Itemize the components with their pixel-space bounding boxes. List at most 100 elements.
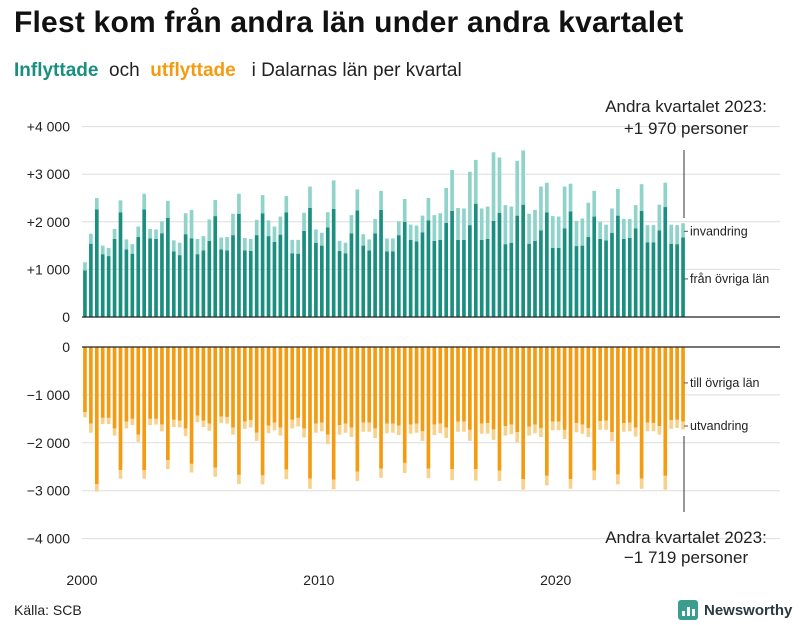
bar-utvandring [308, 478, 312, 489]
bar-invandring [592, 190, 597, 217]
bar-utvandring [290, 419, 295, 429]
bar-invandring [568, 183, 573, 212]
bar-fran-ovriga-lan [574, 246, 579, 317]
bar-fran-ovriga-lan [645, 242, 650, 317]
bar-utvandring [491, 429, 496, 440]
bar-till-ovriga-lan [515, 347, 520, 433]
bar-till-ovriga-lan [527, 347, 531, 427]
bar-till-ovriga-lan [166, 347, 170, 461]
bar-utvandring [539, 427, 543, 438]
bar-till-ovriga-lan [319, 347, 324, 423]
bar-utvandring [645, 422, 650, 432]
bar-fran-ovriga-lan [272, 241, 277, 317]
bar-utvandring [284, 469, 289, 480]
bar-fran-ovriga-lan [148, 238, 152, 317]
bar-utvandring [337, 425, 342, 435]
bar-utvandring [361, 422, 366, 432]
bar-fran-ovriga-lan [373, 233, 377, 317]
bar-invandring [166, 200, 170, 218]
bar-fran-ovriga-lan [177, 255, 182, 317]
bar-invandring [604, 224, 608, 241]
bar-fran-ovriga-lan [633, 228, 638, 317]
bar-till-ovriga-lan [491, 347, 496, 430]
annotation-line: +1 970 personer [624, 119, 749, 138]
bar-utvandring [604, 420, 608, 430]
bar-till-ovriga-lan [385, 347, 389, 424]
bar-till-ovriga-lan [396, 347, 401, 426]
bar-utvandring [639, 478, 644, 489]
bar-till-ovriga-lan [136, 347, 141, 435]
bar-till-ovriga-lan [260, 347, 265, 476]
bar-fran-ovriga-lan [391, 251, 395, 317]
bar-invandring [118, 200, 123, 213]
bar-utvandring [243, 421, 247, 429]
bar-fran-ovriga-lan [562, 228, 567, 317]
bar-till-ovriga-lan [160, 347, 164, 425]
bar-utvandring [627, 422, 632, 432]
bar-fran-ovriga-lan [100, 254, 105, 317]
bar-fran-ovriga-lan [432, 240, 437, 317]
bar-invandring [148, 228, 152, 239]
bar-fran-ovriga-lan [533, 240, 537, 317]
bar-fran-ovriga-lan [651, 242, 656, 317]
bar-till-ovriga-lan [331, 347, 336, 480]
bar-till-ovriga-lan [485, 347, 490, 424]
bar-utvandring [621, 423, 626, 432]
bar-till-ovriga-lan [586, 347, 591, 428]
bar-invandring [331, 180, 336, 209]
bar-invandring [456, 207, 460, 240]
bar-utvandring [379, 468, 383, 478]
bar-fran-ovriga-lan [266, 236, 271, 317]
bar-till-ovriga-lan [112, 347, 117, 429]
bar-till-ovriga-lan [521, 347, 525, 480]
bar-invandring [663, 182, 668, 208]
bar-invandring [379, 190, 383, 210]
bar-utvandring [213, 467, 218, 477]
bar-invandring [533, 209, 537, 241]
bar-invandring [515, 160, 520, 216]
bar-invandring [243, 237, 247, 251]
bar-till-ovriga-lan [148, 347, 152, 419]
bar-till-ovriga-lan [509, 347, 514, 425]
bar-till-ovriga-lan [290, 347, 295, 420]
bar-fran-ovriga-lan [183, 234, 188, 317]
bar-fran-ovriga-lan [450, 210, 454, 317]
bar-fran-ovriga-lan [225, 250, 229, 317]
bar-invandring [497, 157, 502, 213]
bar-invandring [580, 218, 585, 246]
bar-fran-ovriga-lan [456, 239, 460, 317]
bar-invandring [302, 212, 306, 231]
bar-invandring [183, 213, 188, 235]
bar-till-ovriga-lan [83, 347, 87, 413]
bar-fran-ovriga-lan [367, 250, 372, 317]
bar-utvandring [657, 426, 662, 435]
bar-fran-ovriga-lan [550, 247, 555, 317]
bar-till-ovriga-lan [296, 347, 300, 418]
bar-invandring [201, 236, 206, 251]
bar-invandring [562, 186, 567, 229]
bar-fran-ovriga-lan [509, 242, 514, 317]
bar-till-ovriga-lan [391, 347, 395, 424]
bar-invandring [219, 237, 223, 250]
bar-till-ovriga-lan [479, 347, 484, 424]
bar-till-ovriga-lan [219, 347, 223, 417]
bar-invandring [349, 215, 354, 234]
bar-invandring [272, 226, 277, 242]
chart-title: Flest kom från andra län under andra kva… [14, 6, 684, 39]
bar-utvandring [278, 427, 283, 436]
bar-fran-ovriga-lan [586, 237, 591, 317]
bar-fran-ovriga-lan [479, 239, 484, 317]
bar-utvandring [207, 423, 212, 431]
bar-utvandring [420, 431, 425, 441]
bar-till-ovriga-lan [627, 347, 632, 423]
bar-till-ovriga-lan [426, 347, 431, 469]
bar-till-ovriga-lan [361, 347, 366, 423]
bar-till-ovriga-lan [201, 347, 206, 421]
bar-utvandring [574, 423, 579, 433]
bar-till-ovriga-lan [503, 347, 508, 427]
bar-fran-ovriga-lan [260, 213, 265, 317]
bar-utvandring [402, 462, 407, 473]
bar-invandring [355, 189, 360, 211]
bar-fran-ovriga-lan [610, 232, 614, 317]
